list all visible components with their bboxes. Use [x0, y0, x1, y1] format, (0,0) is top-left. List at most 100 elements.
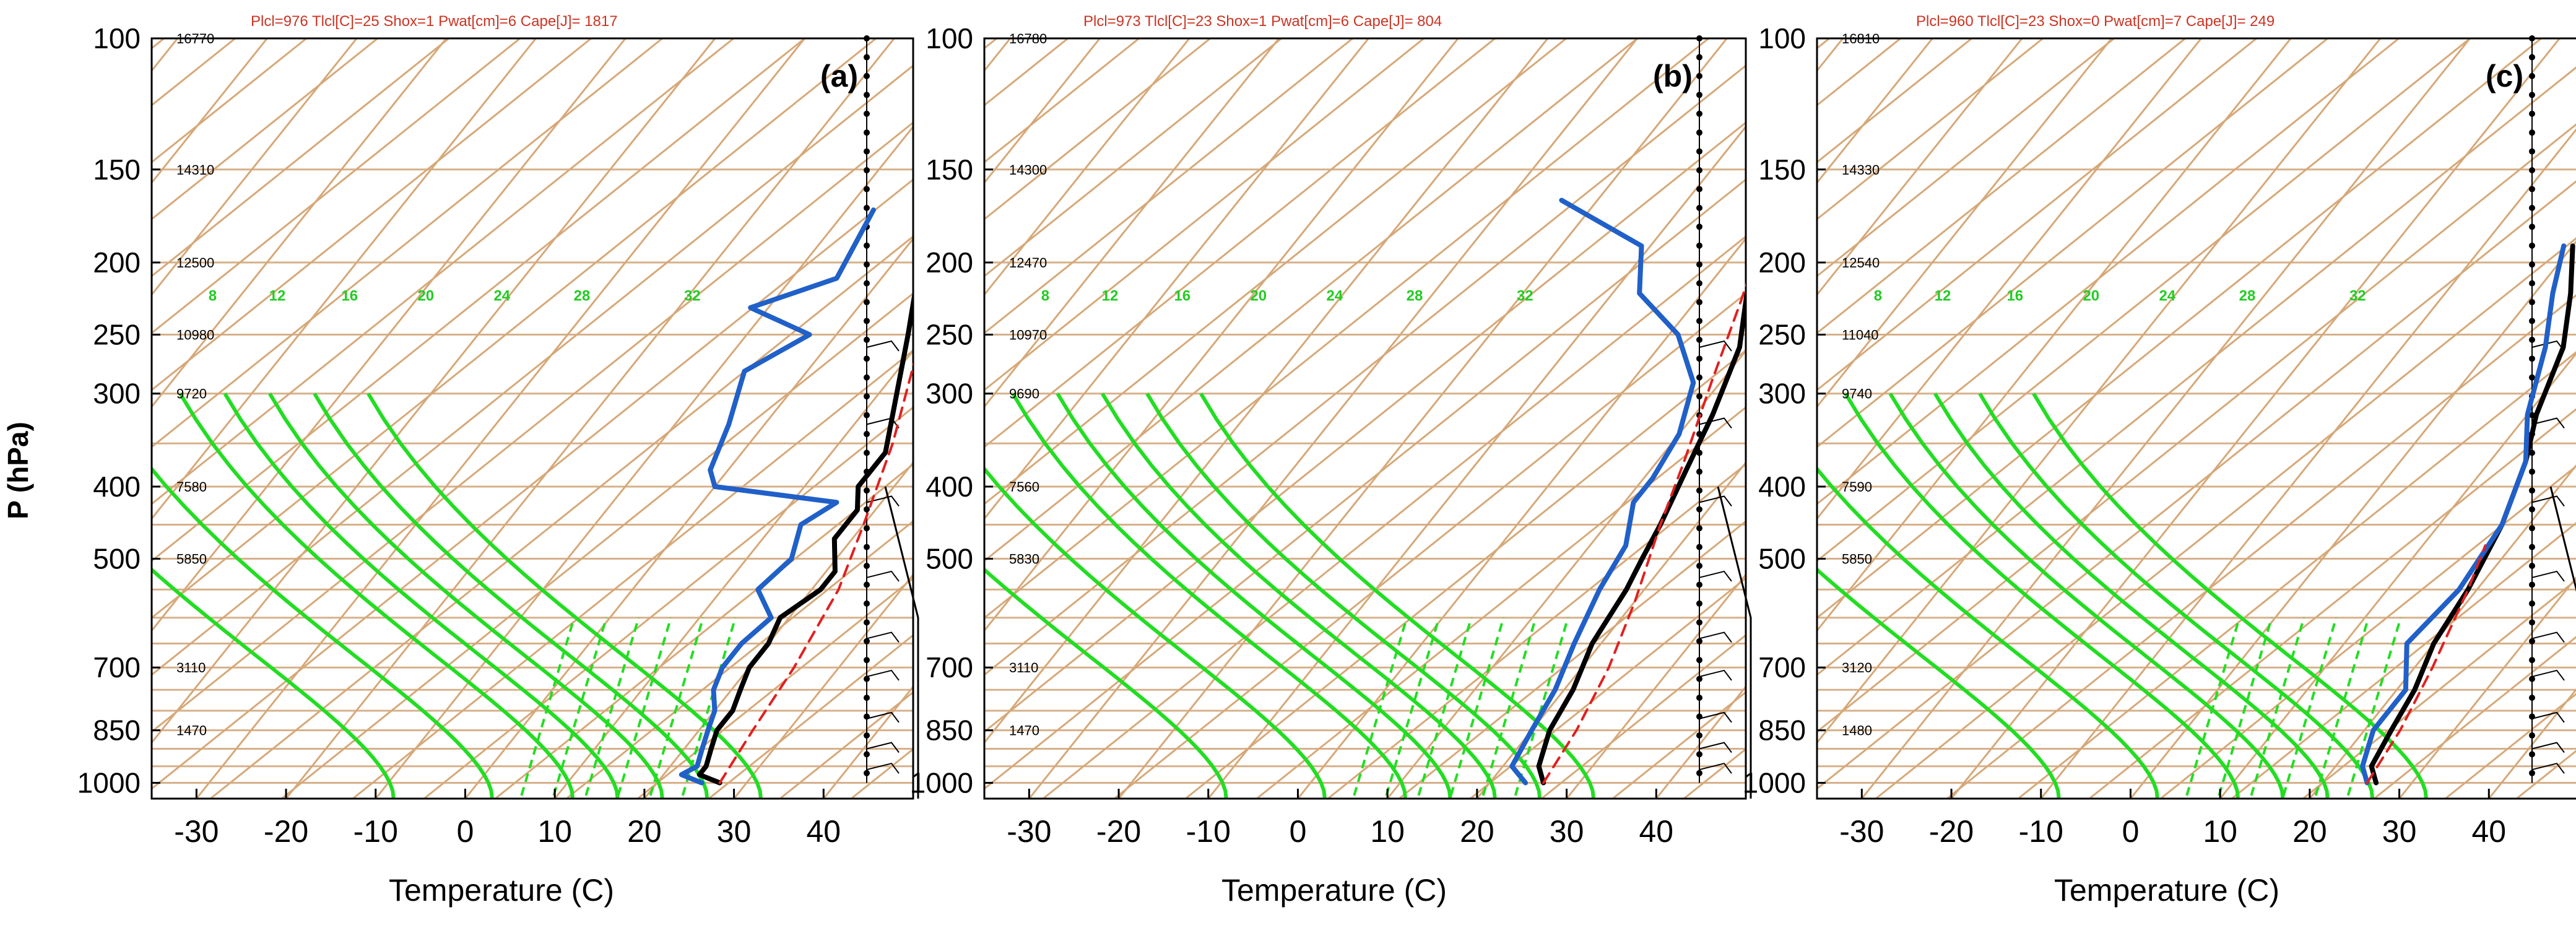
dry-adiabat-line [1185, 349, 1746, 799]
wind-level-dot [864, 299, 870, 306]
dry-adiabat-line [0, 38, 93, 799]
wind-level-dot [864, 431, 870, 438]
mixing-ratio-label: 8 [1874, 288, 1882, 305]
wind-level-dot [1696, 563, 1702, 570]
index-bracket [884, 486, 919, 799]
wind-level-dot [1696, 242, 1702, 249]
wind-level-dot [1696, 751, 1702, 758]
y-tick-label: 500 [1758, 543, 1806, 575]
wind-level-dot [1696, 129, 1702, 136]
wind-barb [866, 742, 900, 753]
isotherm-line [1566, 573, 1746, 799]
isotherm-line [152, 38, 716, 744]
wind-level-dot [864, 732, 870, 739]
y-tick-label: 400 [926, 471, 973, 503]
mixing-ratio-line [1385, 617, 1441, 796]
wind-level-dot [2529, 657, 2535, 664]
moist-adiabat [1978, 392, 2375, 799]
wind-barb [2531, 570, 2565, 582]
wind-level-dot [864, 544, 870, 550]
dry-adiabat-line [1256, 406, 1746, 799]
y-tick-label: 100 [1758, 22, 1806, 54]
wind-level-dot [864, 751, 870, 758]
wind-barb [1699, 669, 1732, 681]
dry-adiabat-line [637, 577, 913, 799]
x-tick-label: 0 [457, 814, 474, 849]
wind-level-dot [2529, 72, 2535, 79]
wind-level-dot [864, 110, 870, 117]
wind-level-dot [1696, 487, 1702, 494]
wind-level-dot [2529, 600, 2535, 607]
y-tick-label: 300 [93, 378, 141, 410]
height-label: 10980 [176, 327, 214, 343]
mixing-ratio-label: 24 [493, 288, 510, 305]
isotherm-line [152, 38, 268, 184]
x-tick-label: 20 [627, 814, 662, 849]
dry-adiabat-line [152, 38, 378, 220]
y-tick-label: 100 [926, 22, 973, 54]
moist-adiabat [366, 392, 763, 799]
isotherm-line [375, 125, 913, 799]
wind-barb [1699, 631, 1732, 643]
wind-level-dot [1696, 280, 1702, 287]
wind-level-dot [864, 581, 870, 588]
temperature-line [2369, 243, 2575, 786]
y-tick-label: 150 [926, 154, 973, 186]
wind-barb [866, 711, 900, 723]
dry-adiabat-line [0, 38, 142, 799]
wind-level-dot [864, 54, 870, 61]
dry-adiabat-line [152, 64, 913, 676]
x-tick-label: 10 [537, 814, 572, 849]
moist-adiabat [268, 392, 664, 799]
dry-adiabat-line [1817, 123, 2576, 733]
mixing-ratio-label: 20 [2083, 288, 2099, 305]
y-tick-label: 850 [926, 714, 973, 747]
isotherm-line [464, 237, 913, 799]
plot-frame [150, 37, 914, 800]
wind-barb [1699, 742, 1732, 753]
y-tick-label: 700 [93, 651, 141, 683]
background-lines [0, 38, 1746, 799]
dry-adiabat-line [984, 38, 1211, 220]
panel-label: (b) [1653, 59, 1693, 93]
wind-level-dot [2529, 92, 2535, 98]
wind-level-dot [1696, 581, 1702, 588]
y-tick-label: 300 [926, 378, 973, 410]
dry-adiabat-line [0, 38, 761, 799]
wind-level-dot [1696, 204, 1702, 211]
x-tick-label: 30 [1550, 814, 1584, 849]
mixing-ratio-label: 28 [574, 288, 591, 305]
height-label: 3110 [176, 660, 206, 675]
moist-adiabat [984, 466, 1327, 799]
wind-level-dot [864, 148, 870, 155]
dry-adiabat-line [984, 121, 1746, 733]
dry-adiabat-line [1817, 38, 2400, 505]
mixing-ratio-label: 20 [417, 288, 434, 305]
dry-adiabat-line [0, 38, 854, 799]
background-lines [0, 38, 913, 799]
dry-adiabat-line [0, 38, 71, 799]
x-tick-label: 0 [1290, 814, 1307, 849]
y-tick-label: 500 [926, 543, 973, 575]
index-bracket [2549, 486, 2576, 592]
y-tick-label: 400 [1758, 471, 1806, 503]
series-group [679, 207, 913, 786]
wind-level-dot [864, 167, 870, 174]
moist-adiabat [1817, 567, 2061, 799]
wind-barb [866, 669, 900, 681]
dry-adiabat-line [984, 178, 1746, 790]
parcel-line [2366, 544, 2487, 784]
wind-barb [1699, 570, 1732, 582]
dry-adiabat-line [1817, 180, 2576, 790]
y-tick-label: 200 [1758, 246, 1806, 279]
dry-adiabat-line [984, 38, 1709, 619]
y-tick-label: 400 [93, 471, 141, 503]
wind-level-dot [2529, 35, 2535, 41]
wind-level-dot [864, 449, 870, 456]
wind-barb [2531, 495, 2565, 507]
mixing-ratio-line [552, 617, 608, 796]
y-tick-label: 150 [93, 154, 141, 186]
plot-frame [983, 37, 1747, 800]
height-label: 14300 [1009, 162, 1047, 178]
